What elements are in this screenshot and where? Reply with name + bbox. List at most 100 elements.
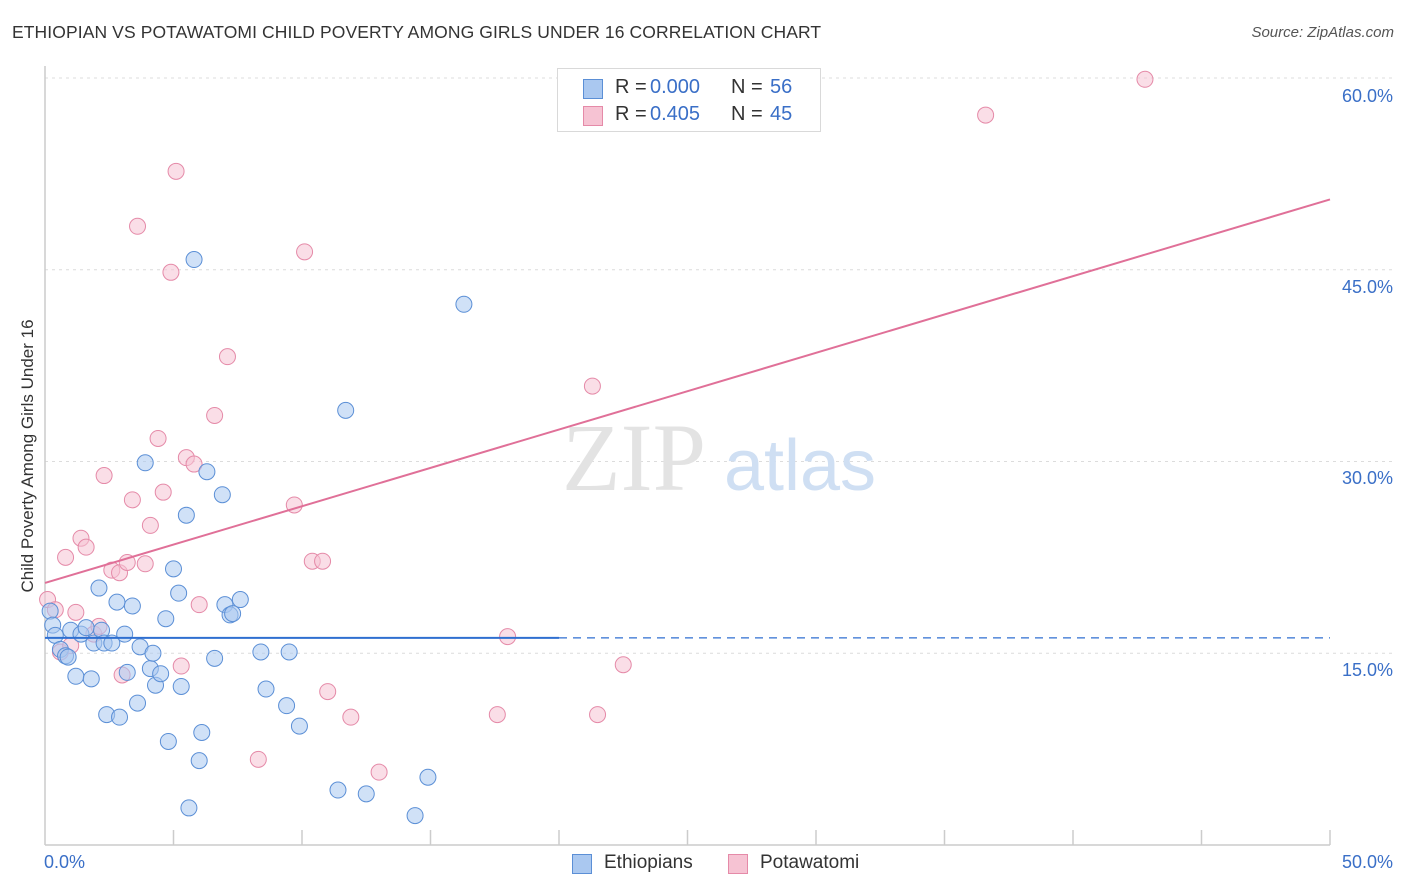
potawatomi-point	[154, 483, 172, 501]
potawatomi-point	[136, 555, 154, 573]
ethiopians-point	[278, 697, 296, 715]
potawatomi-point	[342, 708, 360, 726]
potawatomi-point	[583, 377, 601, 395]
potawatomi-point	[218, 348, 236, 366]
legend-row-ethiopians: R = 0.000 N = 56	[558, 74, 820, 102]
ethiopians-point	[170, 584, 188, 602]
ethiopians-point	[59, 648, 77, 666]
ethiopians-point	[206, 649, 224, 667]
bottom-legend-swatch-ethiopians	[572, 854, 592, 874]
ethiopians-point	[103, 634, 121, 652]
legend-n-value: 56	[770, 76, 793, 98]
potawatomi-point	[206, 406, 224, 424]
ethiopians-point	[406, 807, 424, 825]
ethiopians-point	[198, 463, 216, 481]
x-tick-label-min: 0.0%	[44, 852, 86, 872]
ethiopians-point	[213, 486, 231, 504]
potawatomi-point	[370, 763, 388, 781]
ethiopians-point	[111, 708, 129, 726]
ethiopians-point	[157, 610, 175, 628]
legend-r-value: 0.000	[650, 76, 701, 98]
y-tick-label: 15.0%	[1341, 660, 1393, 680]
legend-n-label: N =	[731, 103, 763, 125]
ethiopians-point	[165, 560, 182, 578]
ethiopians-point	[172, 677, 190, 695]
ethiopians-point	[180, 799, 198, 817]
potawatomi-point	[499, 628, 517, 646]
ethiopians-point	[129, 694, 147, 712]
ethiopians-point	[455, 295, 473, 313]
potawatomi-point	[614, 656, 632, 674]
potawatomi-point	[141, 516, 159, 534]
ethiopians-point	[290, 717, 308, 735]
ethiopians-point	[329, 781, 347, 799]
ethiopians-point	[159, 732, 177, 750]
potawatomi-point	[162, 263, 180, 281]
potawatomi-point	[149, 429, 167, 447]
potawatomi-point	[118, 553, 136, 571]
trend-lines	[44, 198, 1331, 639]
chart-title: ETHIOPIAN VS POTAWATOMI CHILD POVERTY AM…	[12, 22, 822, 42]
ethiopians-point	[152, 665, 170, 683]
potawatomi-point	[123, 491, 141, 509]
ethiopians-point	[67, 667, 85, 685]
y-tick-label: 45.0%	[1341, 277, 1393, 297]
potawatomi-point	[190, 596, 208, 614]
potawatomi-point	[77, 538, 95, 556]
ethiopians-point	[144, 644, 162, 662]
ethiopians-point	[118, 663, 136, 681]
legend-row-potawatomi: R = 0.405 N = 45	[558, 101, 820, 129]
ethiopians-point	[337, 401, 355, 419]
ethiopians-point	[185, 251, 203, 269]
bottom-legend-label: Potawatomi	[760, 852, 860, 873]
potawatomi-point	[488, 706, 506, 724]
potawatomi-point	[319, 683, 337, 701]
potawatomi-point	[57, 548, 75, 566]
potawatomi-trend-line	[44, 198, 1331, 584]
potawatomi-point	[296, 243, 314, 261]
watermark-atlas: atlas	[724, 426, 876, 506]
source-label: Source: ZipAtlas.com	[1251, 24, 1394, 41]
ethiopians-point	[82, 670, 100, 688]
ethiopians-point	[252, 643, 270, 661]
potawatomi-point	[67, 603, 85, 621]
potawatomi-point	[167, 162, 185, 180]
ethiopians-point	[190, 752, 208, 770]
legend-r-value: 0.405	[650, 103, 701, 125]
ethiopians-point	[193, 724, 211, 742]
ethiopians-point	[123, 597, 141, 615]
ethiopians-points	[41, 251, 473, 825]
legend-swatch-ethiopians	[583, 79, 603, 99]
watermark-zip: ZIP	[562, 404, 706, 511]
ethiopians-point	[231, 591, 249, 609]
bottom-legend-label: Ethiopians	[604, 852, 693, 873]
x-tick-label-max: 50.0%	[1341, 852, 1393, 872]
ethiopians-point	[116, 625, 134, 643]
potawatomi-point	[95, 467, 113, 485]
grid-lines	[45, 77, 1393, 654]
ethiopians-point	[108, 593, 126, 611]
ethiopians-point	[280, 643, 298, 661]
ethiopians-point	[419, 768, 437, 786]
legend-n-label: N =	[731, 76, 763, 98]
ethiopians-point	[177, 506, 195, 524]
ethiopians-point	[136, 454, 154, 472]
legend-n-value: 45	[770, 103, 793, 125]
legend-swatch-potawatomi	[583, 106, 603, 126]
potawatomi-point	[589, 706, 607, 724]
axes	[44, 66, 1331, 846]
potawatomi-point	[977, 106, 995, 124]
y-axis-title: Child Poverty Among Girls Under 16	[18, 319, 37, 593]
potawatomi-point	[314, 552, 332, 570]
watermark: ZIP atlas	[562, 404, 876, 511]
ethiopians-point	[224, 605, 242, 623]
legend-r-label: R =	[615, 103, 647, 125]
ethiopians-point	[357, 785, 375, 803]
stats-legend: R = 0.000 N = 56 R = 0.405 N = 45	[557, 68, 821, 132]
ethiopians-point	[41, 602, 59, 620]
ethiopians-point	[90, 579, 108, 597]
ethiopians-point	[257, 680, 275, 698]
bottom-legend-swatch-potawatomi	[728, 854, 748, 874]
legend-r-label: R =	[615, 76, 647, 98]
